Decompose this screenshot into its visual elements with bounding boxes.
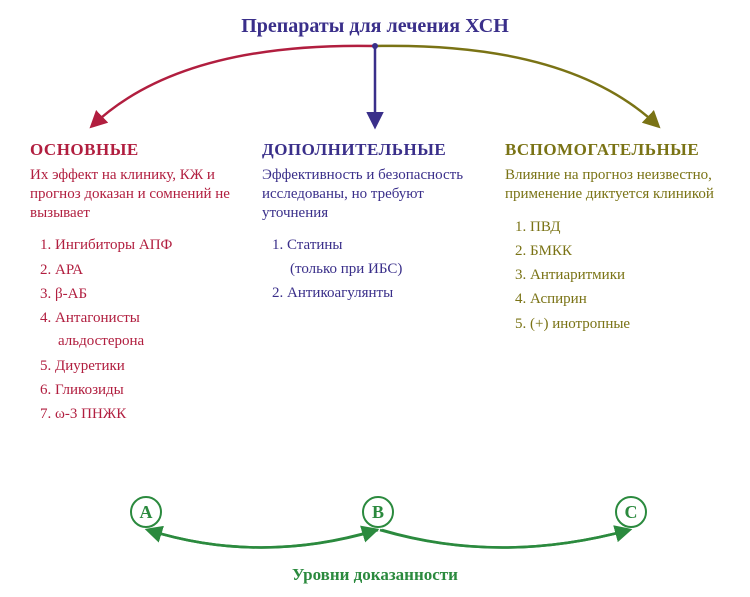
evidence-levels-label: Уровни доказанности [0,565,750,585]
heading-additional: ДОПОЛНИТЕЛЬНЫЕ [262,140,492,160]
heading-auxiliary: ВСПОМОГАТЕЛЬНЫЕ [505,140,735,160]
drug-item: 3. β-АБ [40,283,260,306]
drug-item: 3. Антиаритмики [515,264,735,287]
drug-item: 1. Статины(только при ИБС) [272,234,492,281]
heading-main: ОСНОВНЫЕ [30,140,260,160]
column-additional: ДОПОЛНИТЕЛЬНЫЕ Эффективность и безопасно… [262,140,492,306]
arrow-right [375,46,658,126]
drug-item: 2. БМКК [515,240,735,263]
drug-item: 4. Антагонистыальдостерона [40,307,260,354]
desc-main: Их эффект на клинику, КЖ и прогноз доказ… [30,166,260,222]
column-main: ОСНОВНЫЕ Их эффект на клинику, КЖ и прог… [30,140,260,427]
drug-item: 2. АРА [40,259,260,282]
bottom-arc-mid-l [148,530,376,548]
level-a-circle: A [130,496,162,528]
column-auxiliary: ВСПОМОГАТЕЛЬНЫЕ Влияние на прогноз неизв… [505,140,735,337]
drug-item-sub: (только при ИБС) [272,258,492,281]
bottom-arc-right [382,530,629,548]
drug-item: 1. ПВД [515,216,735,239]
main-title: Препараты для лечения ХСН [0,15,750,38]
drug-item: 7. ω-3 ПНЖК [40,403,260,426]
drug-list-additional: 1. Статины(только при ИБС)2. Антикоагуля… [262,234,492,305]
drug-item: 1. Ингибиторы АПФ [40,234,260,257]
level-b-circle: B [362,496,394,528]
level-c-circle: C [615,496,647,528]
bottom-arc-left [148,530,378,548]
drug-item: 2. Антикоагулянты [272,282,492,305]
drug-item: 5. (+) инотропные [515,313,735,336]
drug-item: 6. Гликозиды [40,379,260,402]
desc-additional: Эффективность и безопасность исследованы… [262,166,492,222]
drug-list-main: 1. Ингибиторы АПФ2. АРА3. β-АБ4. Антагон… [30,234,260,426]
arrow-left [92,46,375,126]
drug-item: 4. Аспирин [515,288,735,311]
drug-list-auxiliary: 1. ПВД2. БМКК3. Антиаритмики4. Аспирин5.… [505,216,735,336]
desc-auxiliary: Влияние на прогноз неизвестно, применени… [505,166,735,204]
drug-item-sub: альдостерона [40,330,260,353]
drug-item: 5. Диуретики [40,355,260,378]
bottom-arc-mid-r [380,530,629,548]
